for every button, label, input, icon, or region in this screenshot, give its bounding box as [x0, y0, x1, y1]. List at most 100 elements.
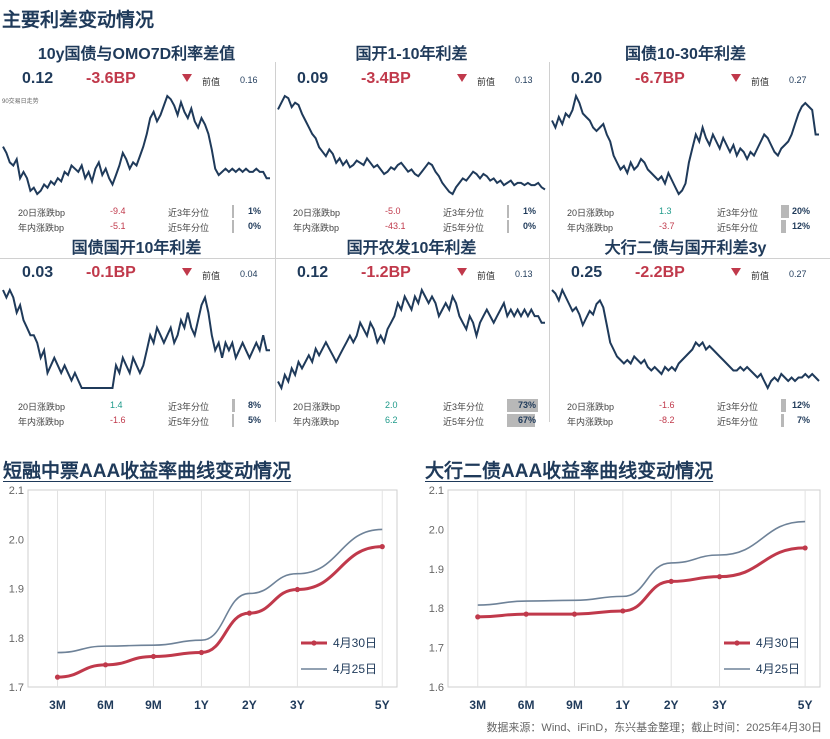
- data-point: [802, 545, 808, 551]
- data-point: [102, 662, 109, 668]
- current-value: 0.20: [571, 70, 603, 87]
- percentile-label: 近5年分位: [168, 417, 210, 427]
- sparkline-series: [277, 287, 545, 391]
- stat-label: 20日涨跌bp: [18, 402, 66, 412]
- percentile-value: 12%: [791, 400, 810, 410]
- down-arrow-icon: [457, 74, 467, 82]
- stat-label: 20日涨跌bp: [567, 208, 615, 218]
- y-tick-label: 1.9: [9, 584, 24, 596]
- stat-value: 6.2: [385, 415, 398, 425]
- stat-label: 年内涨跌bp: [293, 223, 340, 233]
- stat-value: 2.0: [385, 400, 398, 410]
- legend-marker: [734, 640, 740, 646]
- x-tick-label: 3Y: [290, 698, 305, 712]
- prev-value: 0.16: [240, 75, 258, 85]
- spread-panel: 国开1-10年利差 0.09 -3.4BP 前值 0.13 20日涨跌bp -5…: [275, 40, 548, 236]
- sparkline: [2, 287, 270, 389]
- percentile-value: 73%: [517, 400, 536, 410]
- percentile-label: 近5年分位: [443, 223, 485, 233]
- data-point: [620, 608, 626, 614]
- stat-value: -9.4: [110, 206, 126, 216]
- percentile-bar: [507, 220, 509, 233]
- stat-label: 20日涨跌bp: [293, 208, 341, 218]
- sparkline-series: [2, 94, 270, 196]
- percentile-label: 近3年分位: [717, 208, 759, 218]
- data-point: [668, 578, 674, 585]
- x-tick-label: 1Y: [615, 698, 630, 712]
- legend-label: 4月25日: [756, 662, 800, 676]
- percentile-bar: [781, 414, 784, 427]
- curve-chart-title-2: 大行二债AAA收益率曲线变动情况: [425, 461, 714, 482]
- panel-separator: [0, 258, 830, 259]
- top-section-title: 主要利差变动情况: [2, 10, 155, 31]
- percentile-bar: [232, 399, 236, 412]
- percentile-label: 近3年分位: [443, 402, 485, 412]
- prev-value: 0.13: [515, 75, 533, 85]
- stat-label: 年内涨跌bp: [18, 223, 65, 233]
- stat-value: -1.6: [659, 400, 675, 410]
- sparkline-series: [551, 287, 820, 391]
- stat-value: 1.3: [659, 206, 672, 216]
- current-value: 0.25: [571, 264, 603, 281]
- stat-label: 年内涨跌bp: [18, 417, 65, 427]
- spark-note: 90交易日走势: [2, 99, 39, 105]
- percentile-bar: [507, 414, 536, 427]
- spread-panel: 国债国开10年利差 0.03 -0.1BP 前值 0.04 20日涨跌bp 1.…: [0, 234, 273, 430]
- y-tick-label: 1.8: [9, 633, 24, 645]
- stat-value: 1.4: [110, 400, 123, 410]
- data-point: [198, 649, 205, 656]
- change-value: -2.2BP: [635, 264, 685, 281]
- prev-label: 前值: [477, 77, 496, 87]
- sparkline-series: [2, 287, 270, 389]
- stat-label: 年内涨跌bp: [567, 223, 614, 233]
- stat-value: -1.6: [110, 415, 126, 425]
- y-tick-label: 2.1: [429, 485, 444, 497]
- data-point: [150, 653, 157, 660]
- data-point: [716, 574, 723, 580]
- percentile-label: 近3年分位: [168, 402, 210, 412]
- change-value: -1.2BP: [361, 264, 411, 281]
- x-tick-label: 1Y: [194, 698, 209, 712]
- legend-label: 4月25日: [333, 662, 377, 676]
- y-tick-label: 1.7: [9, 682, 24, 694]
- stat-label: 20日涨跌bp: [18, 208, 66, 218]
- percentile-bar: [232, 414, 235, 427]
- percentile-label: 近5年分位: [168, 223, 210, 233]
- current-value: 0.12: [297, 264, 329, 281]
- prev-label: 前值: [751, 77, 770, 87]
- legend-label: 4月30日: [756, 636, 800, 650]
- series-line: [477, 520, 806, 606]
- prev-value: 0.27: [789, 269, 807, 279]
- current-value: 0.09: [297, 70, 329, 87]
- x-tick-label: 2Y: [242, 698, 257, 712]
- prev-value: 0.27: [789, 75, 807, 85]
- stat-value: -5.0: [385, 206, 401, 216]
- data-point: [571, 611, 578, 617]
- percentile-label: 近5年分位: [717, 417, 759, 427]
- spread-panel: 10y国债与OMO7D利率差值 0.12 -3.6BP 前值 0.16 90交易…: [0, 40, 273, 236]
- spread-panel: 国开农发10年利差 0.12 -1.2BP 前值 0.13 20日涨跌bp 2.…: [275, 234, 548, 430]
- percentile-label: 近3年分位: [168, 208, 210, 218]
- panel-title: 国债国开10年利差: [71, 240, 202, 257]
- data-point: [379, 544, 385, 550]
- current-value: 0.12: [22, 70, 54, 87]
- change-value: -3.6BP: [86, 70, 136, 87]
- percentile-value: 0%: [522, 221, 536, 231]
- percentile-bar: [232, 205, 234, 218]
- percentile-bar: [507, 399, 538, 412]
- panel-title: 大行二债与国开利差3y: [604, 240, 767, 257]
- change-value: -6.7BP: [635, 70, 685, 87]
- prev-label: 前值: [751, 271, 770, 281]
- percentile-label: 近3年分位: [443, 208, 485, 218]
- prev-value: 0.04: [240, 269, 258, 279]
- percentile-value: 0%: [247, 221, 261, 231]
- stat-label: 20日涨跌bp: [567, 402, 615, 412]
- prev-label: 前值: [477, 271, 496, 281]
- prev-value: 0.13: [515, 269, 533, 279]
- data-point: [246, 610, 252, 616]
- sparkline: [551, 93, 819, 196]
- stat-value: -3.7: [659, 221, 675, 231]
- change-value: -3.4BP: [361, 70, 411, 87]
- x-tick-label: 5Y: [798, 698, 813, 712]
- percentile-value: 1%: [247, 206, 261, 216]
